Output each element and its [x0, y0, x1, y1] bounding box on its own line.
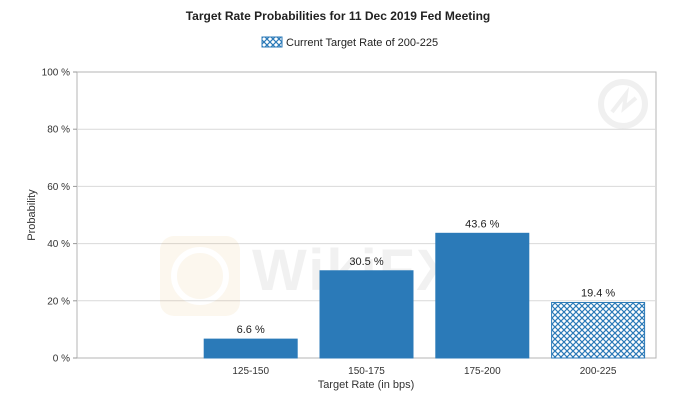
y-tick-label: 20 %	[47, 296, 70, 307]
legend-swatch	[261, 36, 283, 48]
y-tick-label: 40 %	[47, 239, 70, 250]
y-tick-label: 100 %	[42, 68, 70, 79]
x-tick-label-150-175: 150-175	[348, 366, 385, 377]
watermark-logo-icon	[160, 236, 240, 316]
y-tick-label: 0 %	[53, 354, 70, 365]
legend: Current Target Rate of 200-225	[261, 36, 438, 49]
bar-200-225	[551, 302, 646, 359]
data-label-125-150: 6.6 %	[237, 324, 265, 336]
y-axis-label: Probability	[26, 189, 38, 241]
bar-150-175	[319, 270, 414, 359]
bar-125-150	[203, 338, 298, 359]
x-tick-label-125-150: 125-150	[232, 366, 269, 377]
x-tick-label-200-225: 200-225	[580, 366, 617, 377]
x-axis-label: Target Rate (in bps)	[318, 379, 415, 391]
y-axis-ticks: 0 % 20 % 40 % 60 % 80 % 100 %	[42, 68, 77, 365]
x-tick-label-175-200: 175-200	[464, 366, 501, 377]
legend-label: Current Target Rate of 200-225	[286, 37, 438, 49]
data-label-150-175: 30.5 %	[349, 256, 383, 268]
data-label-175-200: 43.6 %	[465, 218, 499, 230]
x-axis-ticks: 125-150 150-175 175-200 200-225	[232, 366, 617, 377]
data-label-200-225: 19.4 %	[581, 288, 615, 300]
value-labels: 6.6 % 30.5 % 43.6 % 19.4 %	[237, 218, 616, 336]
watermark-corner-icon	[598, 79, 648, 129]
bars	[203, 232, 646, 359]
y-tick-label: 60 %	[47, 182, 70, 193]
y-tick-label: 80 %	[47, 125, 70, 136]
bar-175-200	[435, 232, 530, 359]
chart-title: Target Rate Probabilities for 11 Dec 201…	[186, 9, 491, 23]
